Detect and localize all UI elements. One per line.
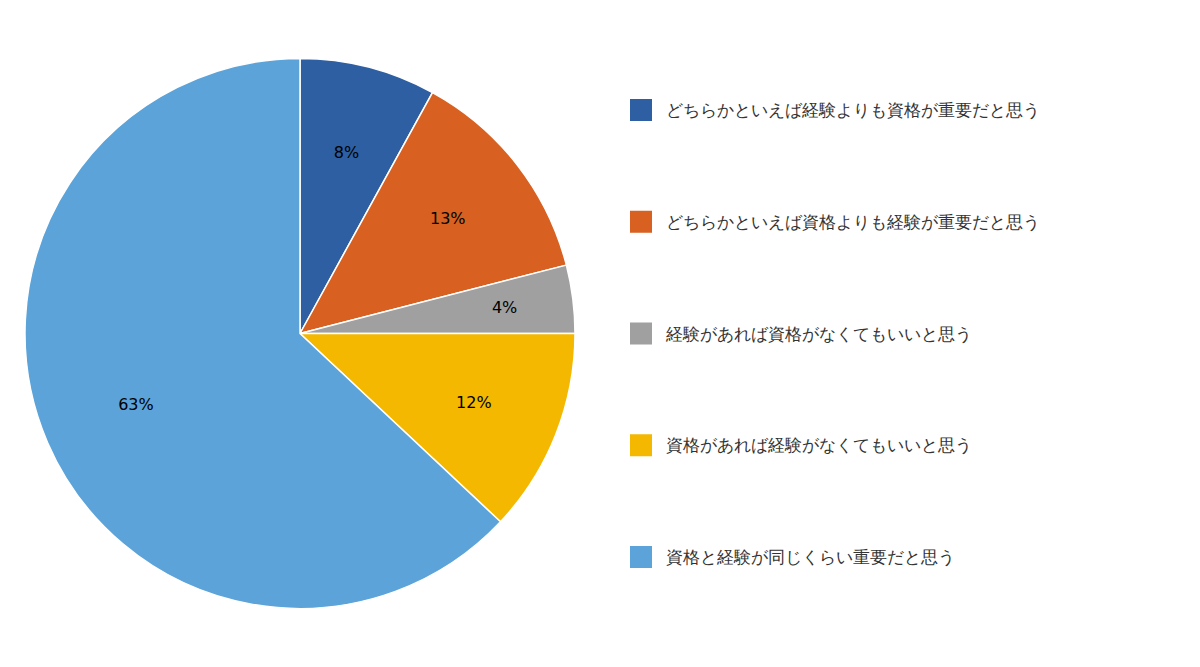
chart: 8% 13% 4% 12% 63% どちらかといえば経験よりも資格が重要だと思うどちらかと… [0, 0, 1200, 667]
legend-label: どちらかといえば経験よりも資格が重要だと思う [666, 100, 1040, 120]
data-labels: 8% 13% 4% 12% 63% [118, 143, 517, 414]
chart-container: 8% 13% 4% 12% 63% どちらかといえば経験よりも資格が重要だと思うどちらかと… [0, 0, 1200, 667]
data-label: 12% [456, 393, 492, 412]
legend-swatch [630, 99, 652, 121]
legend: どちらかといえば経験よりも資格が重要だと思うどちらかといえば資格よりも経験が重要… [630, 99, 1040, 568]
data-label: 8% [334, 143, 359, 162]
legend-label: 資格があれば経験がなくてもいいと思う [666, 435, 972, 455]
legend-swatch [630, 211, 652, 233]
legend-swatch [630, 434, 652, 456]
legend-label: 経験があれば資格がなくてもいいと思う [665, 324, 972, 344]
legend-label: 資格と経験が同じくらい重要だと思う [666, 547, 955, 567]
legend-swatch [630, 546, 652, 568]
pie [25, 59, 575, 609]
page: {"chart_data": {"type": "pie", "categori… [0, 0, 1200, 667]
data-label: 13% [430, 209, 466, 228]
pie-slice [25, 59, 500, 609]
pie-slice [300, 265, 575, 333]
data-label: 4% [492, 298, 517, 317]
legend-label: どちらかといえば資格よりも経験が重要だと思う [666, 212, 1040, 232]
data-label: 63% [118, 395, 154, 414]
legend-swatch [630, 323, 652, 345]
